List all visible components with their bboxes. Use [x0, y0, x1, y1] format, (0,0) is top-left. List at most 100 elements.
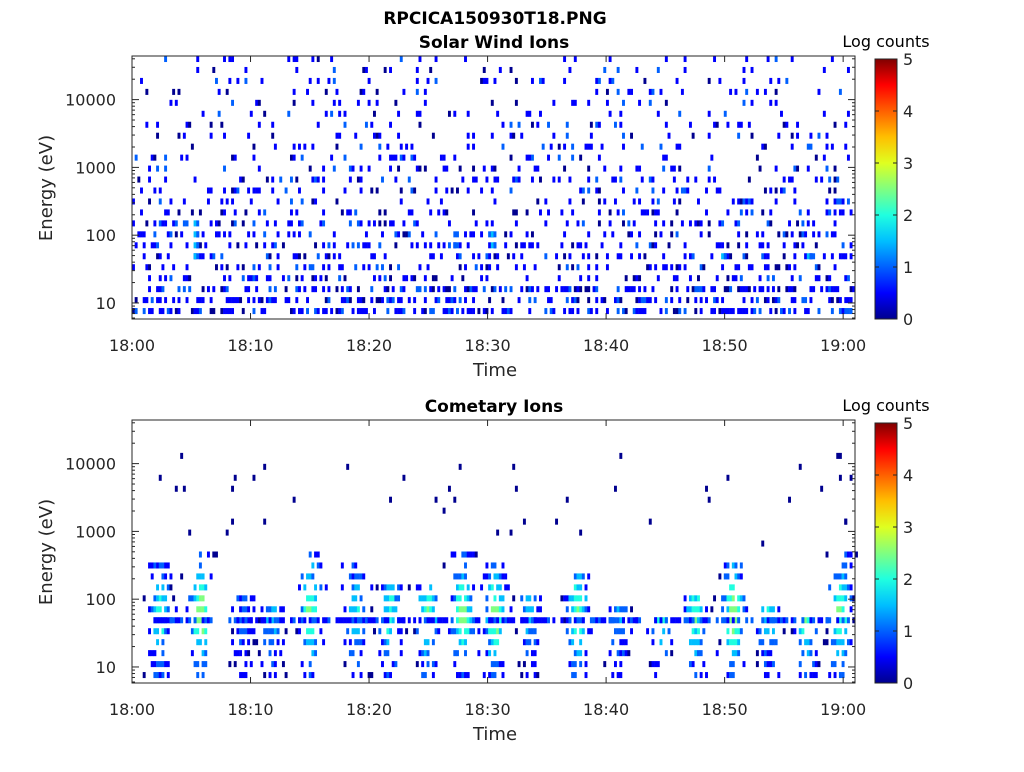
heatmap-cell [825, 231, 829, 238]
heatmap-cell [675, 187, 679, 194]
heatmap-cell [846, 66, 850, 73]
heatmap-cell [247, 606, 251, 613]
heatmap-cell [849, 595, 853, 602]
heatmap-cell [581, 198, 585, 205]
heatmap-cell [399, 308, 403, 315]
heatmap-cell [643, 209, 647, 216]
heatmap-cell [485, 275, 489, 282]
heatmap-cell [715, 617, 719, 624]
heatmap-cell [648, 176, 652, 183]
heatmap-cell [745, 286, 749, 293]
heatmap-cell [314, 286, 318, 293]
heatmap-cell [525, 154, 529, 161]
heatmap-cell [504, 286, 508, 293]
heatmap-cell [686, 606, 690, 613]
heatmap-cell [389, 121, 392, 128]
heatmap-cell [796, 165, 800, 172]
heatmap-cell [263, 639, 267, 646]
heatmap-cell [694, 176, 698, 183]
heatmap-cell [584, 143, 588, 150]
heatmap-cell [766, 242, 770, 249]
heatmap-cell [552, 308, 556, 315]
heatmap-cell [413, 297, 417, 304]
heatmap-cell [638, 617, 642, 624]
heatmap-cell [737, 617, 741, 624]
heatmap-cell [260, 617, 264, 624]
heatmap-cell [453, 110, 457, 117]
heatmap-cell [209, 132, 213, 139]
heatmap-cell [423, 595, 427, 602]
heatmap-cell [389, 220, 392, 227]
heatmap-cell [338, 308, 342, 315]
heatmap-cell [616, 617, 620, 624]
heatmap-cell [314, 617, 318, 624]
heatmap-cell [206, 198, 210, 205]
heatmap-cell [418, 650, 422, 657]
heatmap-cell [402, 617, 406, 624]
heatmap-cell [308, 606, 312, 613]
heatmap-cell [311, 639, 315, 646]
heatmap-cell [247, 275, 251, 282]
heatmap-cell [161, 617, 165, 624]
heatmap-cell [319, 220, 323, 227]
heatmap-cell [536, 286, 540, 293]
heatmap-cell [220, 198, 224, 205]
heatmap-cell [263, 231, 267, 238]
heatmap-cell [340, 308, 344, 315]
heatmap-cell [308, 264, 312, 271]
heatmap-cell [654, 297, 658, 304]
heatmap-cell [726, 286, 730, 293]
heatmap-cell [410, 143, 414, 150]
heatmap-cell [726, 308, 730, 315]
heatmap-cell [415, 88, 419, 95]
heatmap-cell [364, 66, 368, 73]
heatmap-cell [332, 165, 336, 172]
heatmap-cell [766, 253, 770, 260]
heatmap-cell [161, 573, 165, 580]
heatmap-cell [683, 66, 687, 73]
y-axis-label: Energy (eV) [36, 135, 57, 241]
heatmap-cell [348, 297, 352, 304]
heatmap-cell [718, 573, 722, 580]
heatmap-cell [249, 661, 253, 668]
heatmap-cell [263, 308, 267, 315]
heatmap-cell [480, 231, 484, 238]
heatmap-cell [737, 639, 741, 646]
heatmap-cell [536, 242, 540, 249]
heatmap-cell [849, 584, 853, 591]
heatmap-cell [734, 573, 738, 580]
heatmap-cell [514, 99, 518, 106]
heatmap-cell [383, 650, 387, 657]
solar-wind-panel: Solar Wind Ions 18:00 18:10 18:20 18:30 18:4… [36, 32, 930, 381]
heatmap-cell [517, 121, 521, 128]
heatmap-cell [271, 242, 275, 249]
heatmap-cell [196, 220, 200, 227]
heatmap-cell [281, 661, 285, 668]
heatmap-cell [466, 143, 470, 150]
heatmap-cell [595, 176, 599, 183]
heatmap-cell [410, 154, 414, 161]
heatmap-cell [528, 617, 532, 624]
heatmap-cell [804, 639, 808, 646]
heatmap-cell [614, 606, 617, 613]
heatmap-cell [622, 639, 625, 646]
heatmap-cell [381, 297, 384, 304]
heatmap-cell [670, 639, 674, 646]
heatmap-cell [769, 209, 773, 216]
heatmap-cell [142, 297, 146, 304]
heatmap-cell [501, 143, 505, 150]
heatmap-cell [838, 297, 842, 304]
heatmap-cell [844, 617, 848, 624]
heatmap-cell [247, 628, 251, 635]
heatmap-cell [362, 308, 366, 315]
heatmap-cell [619, 297, 623, 304]
heatmap-cell [172, 220, 176, 227]
heatmap-cell [308, 628, 312, 635]
heatmap-cell [367, 242, 371, 249]
heatmap-cell [201, 573, 205, 580]
heatmap-cell [311, 176, 315, 183]
heatmap-cell [565, 297, 569, 304]
heatmap-cell [137, 176, 141, 183]
heatmap-cell [472, 308, 476, 315]
heatmap-cell [581, 628, 585, 635]
